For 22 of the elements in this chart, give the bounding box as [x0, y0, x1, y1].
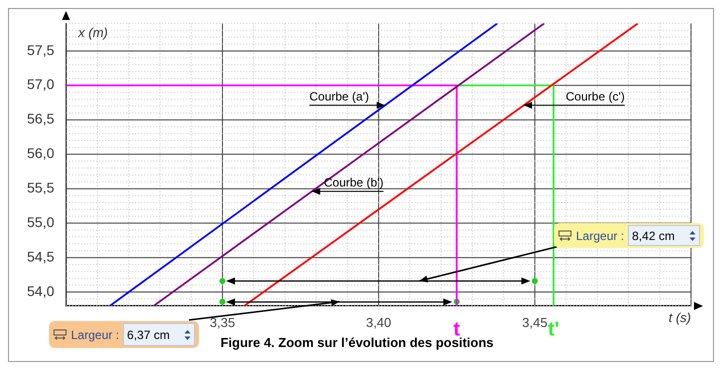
y-tick-label: 57,5	[27, 42, 54, 58]
y-tick-label: 54,0	[27, 282, 54, 299]
y-axis-title: x (m)	[77, 25, 108, 40]
annotation: 8,42 cm	[632, 228, 675, 242]
x-axis-title: t (s)	[668, 310, 691, 325]
y-tick-label: 55,0	[27, 214, 54, 230]
series-label: Courbe (b')	[324, 176, 384, 190]
text: Figure 4. Zoom sur l’évolution des positions	[220, 334, 494, 350]
width-field: Largeur : 8,42 cm	[554, 223, 704, 248]
y-tick-label: 55,5	[27, 180, 54, 196]
x-tick-label: 3,40	[366, 315, 392, 330]
annotation: Largeur :	[576, 228, 624, 242]
y-tick-label: 54,5	[27, 248, 54, 264]
y-tick-label: 57,0	[27, 76, 54, 92]
series-label: Courbe (a')	[309, 90, 370, 104]
x-tick-label: 3,45	[522, 315, 548, 330]
width-field: Largeur : 6,37 cm	[49, 321, 199, 348]
series-label: Courbe (c')	[566, 90, 625, 104]
y-tick-label: 56,0	[27, 145, 54, 162]
y-tick-label: 56,5	[27, 110, 54, 127]
x-tick-label: 3,35	[210, 315, 236, 330]
annotation: t'	[548, 318, 560, 340]
